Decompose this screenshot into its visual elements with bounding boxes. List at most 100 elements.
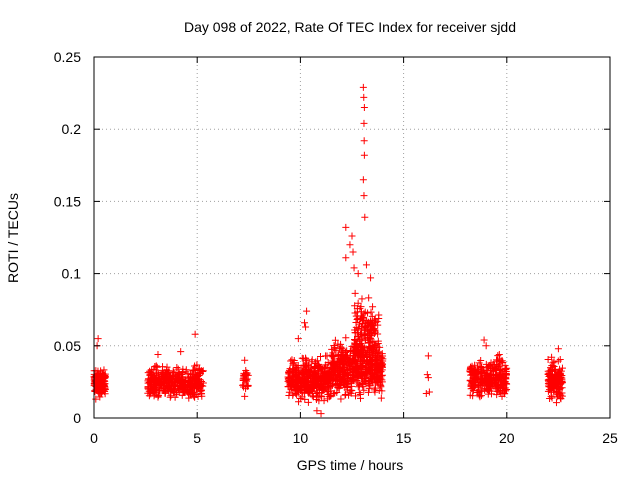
data-point (159, 363, 167, 371)
chart-title: Day 098 of 2022, Rate Of TEC Index for r… (184, 19, 516, 35)
data-point (285, 388, 293, 396)
data-point (319, 386, 327, 394)
data-point (554, 383, 562, 391)
data-point (342, 391, 350, 399)
data-point (173, 364, 181, 372)
data-point (351, 348, 359, 356)
data-point (167, 392, 175, 400)
data-point (322, 361, 330, 369)
data-point (360, 192, 368, 200)
data-point (184, 388, 192, 396)
data-point (364, 309, 372, 317)
data-point (300, 371, 308, 379)
data-point (360, 93, 368, 101)
data-point (352, 312, 360, 320)
data-point (360, 104, 368, 112)
data-point (298, 377, 306, 385)
data-point (552, 374, 560, 382)
data-point (317, 353, 325, 361)
data-point (340, 353, 348, 361)
data-point (377, 382, 385, 390)
data-point (371, 379, 379, 387)
x-tick-label: 10 (293, 430, 309, 446)
data-point (94, 335, 102, 343)
data-point (333, 389, 341, 397)
data-point (500, 378, 508, 386)
data-point (330, 342, 338, 350)
data-point (370, 316, 378, 324)
data-point (477, 362, 485, 370)
data-point (370, 338, 378, 346)
data-point (313, 382, 321, 390)
data-point (170, 385, 178, 393)
data-point (294, 388, 302, 396)
data-point (152, 371, 160, 379)
data-point (356, 362, 364, 370)
data-point (367, 353, 375, 361)
data-point (355, 350, 363, 358)
data-point (176, 370, 184, 378)
x-tick-label: 25 (602, 430, 618, 446)
data-point (549, 381, 557, 389)
data-point (170, 387, 178, 395)
data-point (196, 388, 204, 396)
data-point (356, 394, 364, 402)
data-point (351, 356, 359, 364)
data-point (195, 376, 203, 384)
data-point (289, 380, 297, 388)
data-point (478, 363, 486, 371)
data-point (241, 356, 249, 364)
data-point (172, 375, 180, 383)
data-point (319, 372, 327, 380)
data-point (345, 358, 353, 366)
data-point (342, 223, 350, 231)
data-point (350, 264, 358, 272)
data-point (474, 373, 482, 381)
data-point (335, 372, 343, 380)
plot-frame (93, 56, 611, 419)
data-point (286, 368, 294, 376)
data-point (557, 367, 565, 375)
data-point (365, 329, 373, 337)
data-point (362, 261, 370, 269)
data-point (295, 398, 303, 406)
data-point (375, 386, 383, 394)
data-point (315, 381, 323, 389)
data-point (184, 370, 192, 378)
data-point (352, 323, 360, 331)
data-point (425, 388, 433, 396)
data-point (301, 395, 309, 403)
data-point (370, 374, 378, 382)
data-point (298, 354, 306, 362)
data-point (185, 381, 193, 389)
data-point (369, 343, 377, 351)
data-point (287, 357, 295, 365)
y-tick-label: 0.25 (54, 49, 81, 65)
data-point (303, 307, 311, 315)
data-point (331, 361, 339, 369)
data-point (159, 374, 167, 382)
data-point (190, 366, 198, 374)
data-point (496, 373, 504, 381)
data-point (350, 365, 358, 373)
data-point (362, 374, 370, 382)
data-point (100, 382, 108, 390)
data-point (308, 356, 316, 364)
data-point (172, 389, 180, 397)
data-point (377, 394, 385, 402)
data-point (544, 356, 552, 364)
data-point (360, 151, 368, 159)
data-point (335, 345, 343, 353)
data-point (490, 373, 498, 381)
data-point (484, 387, 492, 395)
data-point (360, 119, 368, 127)
data-point (346, 354, 354, 362)
data-point (301, 385, 309, 393)
data-point (502, 365, 510, 373)
data-point (367, 381, 375, 389)
data-point (152, 363, 160, 371)
data-point (363, 367, 371, 375)
data-point (554, 345, 562, 353)
data-point (375, 311, 383, 319)
